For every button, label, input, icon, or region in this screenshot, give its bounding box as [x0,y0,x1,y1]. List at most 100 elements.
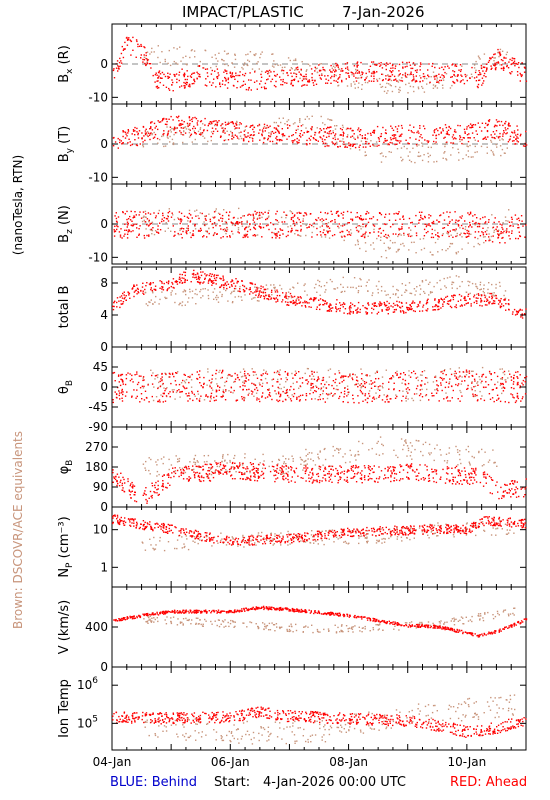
ahead-points-point [164,123,167,125]
ahead-points-point [373,225,376,227]
ahead-points-point [220,278,222,280]
dscovr-points-point [480,288,482,290]
ahead-points-point [142,211,145,213]
ahead-points-point [128,292,131,295]
ahead-points-point [320,136,322,139]
dscovr-points-point [451,242,454,245]
dscovr-points-point [362,379,364,382]
ahead-points-point [404,383,407,386]
ahead-points-point [233,282,235,285]
ahead-points-point [386,307,388,309]
dscovr-points-point [237,290,239,292]
dscovr-points-point [326,230,328,232]
ahead-points-point [330,304,332,306]
ahead-points-point [267,72,269,75]
ahead-points-point [198,65,201,67]
ahead-points-point [380,62,382,64]
dscovr-points-point [182,291,184,293]
ahead-points-point [501,303,503,305]
dscovr-points-point [237,295,240,298]
ahead-points-point [206,72,209,74]
ahead-points-point [215,120,217,122]
ahead-points-point [361,71,363,73]
ahead-points-point [393,75,396,78]
ahead-points-point [128,138,130,140]
ahead-points-point [343,396,345,398]
ahead-points-point [305,301,308,303]
ahead-points-point [379,212,381,214]
dscovr-points-point [488,233,490,235]
ahead-points-point [461,215,463,217]
ahead-points-point [351,219,354,222]
ahead-points-point [167,75,169,78]
ahead-points-point [521,62,523,64]
ahead-points-point [367,397,369,400]
dscovr-points-point [434,376,437,378]
dscovr-points-point [251,298,253,300]
dscovr-points-point [162,135,165,137]
ahead-points-point [249,293,251,295]
dscovr-points-point [421,388,423,391]
ahead-points-point [460,74,462,76]
ahead-points-point [127,372,129,374]
ahead-points-point [421,371,424,373]
ahead-points-point [280,229,282,231]
ahead-points-point [211,273,213,275]
ahead-points-point [243,291,245,293]
ahead-points-point [239,288,241,290]
ahead-points-point [199,133,202,135]
ahead-points-point [140,375,142,377]
ahead-points-point [180,123,182,125]
ahead-points-point [505,381,507,383]
ahead-points-point [390,305,392,307]
dscovr-points-point [361,88,363,90]
ahead-points-point [369,217,371,220]
dscovr-points-point [194,138,196,141]
ahead-points-point [484,296,486,299]
dscovr-points-point [233,290,236,292]
ahead-points-point [396,140,398,142]
ahead-points-point [179,278,181,280]
ahead-points-point [133,223,135,226]
ahead-points-point [467,387,469,390]
dscovr-points-point [277,223,279,225]
ahead-points-point [357,137,359,139]
dscovr-points-point [196,209,198,211]
ahead-points-point [198,217,200,220]
ahead-points-point [178,278,180,280]
ahead-points-point [467,384,469,387]
ahead-points-point [275,86,277,88]
dscovr-points-point [429,154,431,157]
dscovr-points-point [217,212,220,214]
ahead-points-point [206,236,208,238]
ahead-points-point [142,379,144,382]
dscovr-points-point [379,239,382,241]
dscovr-points-point [258,213,261,215]
ahead-points-point [464,375,466,378]
ahead-points-point [157,225,159,227]
dscovr-points-point [391,90,394,93]
dscovr-points-point [407,155,409,157]
dscovr-points-point [432,84,435,86]
ahead-points-point [460,299,462,301]
dscovr-points-point [181,304,183,307]
ahead-points-point [218,389,220,391]
ytick-label: 4 [100,308,108,322]
dscovr-points-point [437,238,439,240]
ahead-points-point [230,221,232,223]
ahead-points-point [117,216,120,218]
ahead-points-point [349,306,351,308]
ahead-points-point [465,302,467,305]
ahead-points-point [330,71,332,73]
ahead-points-point [289,292,292,295]
ahead-points-point [162,392,164,395]
ahead-points-point [484,66,486,69]
ahead-points-point [148,235,150,237]
ahead-points-point [143,234,145,237]
ahead-points-point [447,400,449,402]
ahead-points-point [480,301,482,303]
dscovr-points-point [158,303,160,305]
dscovr-points-point [166,126,168,128]
dscovr-points-point [172,143,175,146]
dscovr-points-point [232,392,234,394]
